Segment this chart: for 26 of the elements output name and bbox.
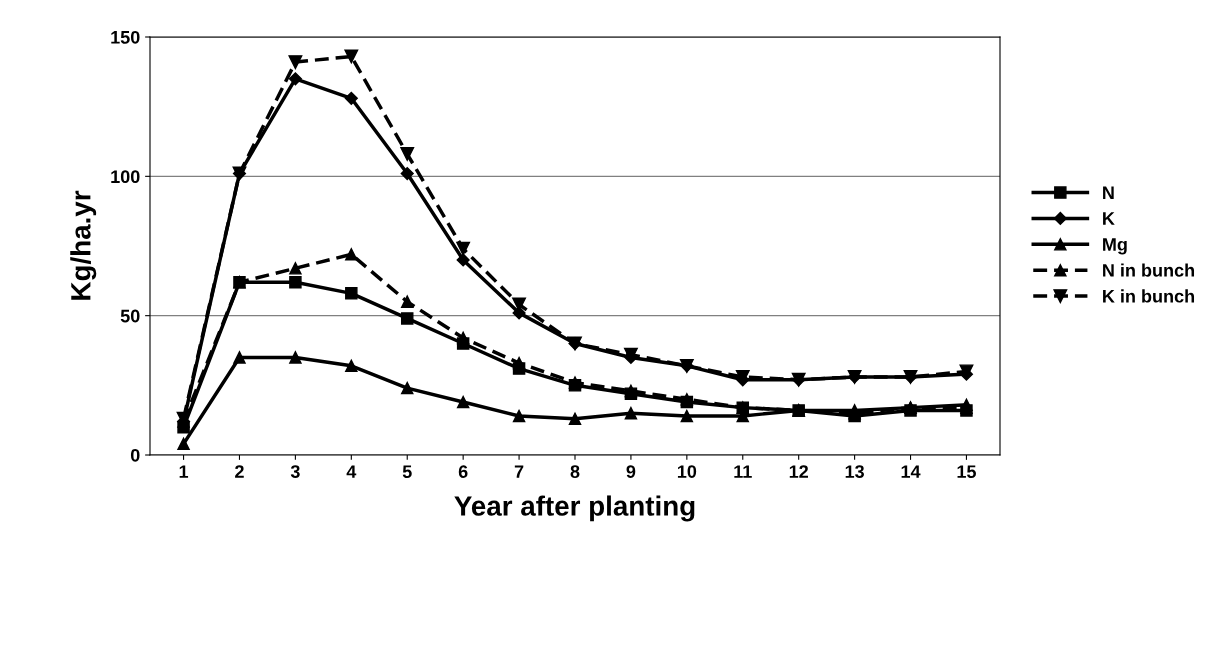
x-tick-label: 3 [290, 465, 300, 479]
x-tick-label: 14 [901, 465, 921, 478]
legend-label: N in bunch [1103, 263, 1195, 277]
legend-label: K [1103, 212, 1115, 225]
y-tick-label: 0 [130, 448, 140, 462]
y-tick-label: 50 [120, 309, 140, 323]
legend-label: K in bunch [1103, 289, 1195, 303]
x-tick-label: 7 [514, 465, 524, 478]
y-tick-label: 150 [111, 30, 140, 44]
x-tick-label: 12 [789, 465, 808, 478]
legend-label: Mg [1103, 238, 1127, 255]
x-tick-label: 13 [845, 465, 864, 479]
y-tick-label: 100 [111, 170, 140, 184]
x-axis-title: Year after planting [454, 495, 695, 522]
x-tick-label: 4 [346, 465, 357, 478]
x-tick-label: 15 [957, 465, 976, 478]
x-tick-label: 6 [458, 465, 468, 478]
x-tick-label: 11 [734, 465, 752, 478]
x-tick-label: 8 [570, 465, 580, 478]
x-tick-label: 9 [626, 465, 636, 478]
y-axis-title: Kg/ha.yr [70, 190, 97, 300]
legend-label: N [1103, 186, 1114, 199]
x-tick-label: 10 [677, 465, 697, 478]
x-tick-label: 2 [235, 465, 244, 478]
x-tick-label: 5 [402, 465, 412, 478]
x-tick-label: 1 [179, 465, 189, 478]
